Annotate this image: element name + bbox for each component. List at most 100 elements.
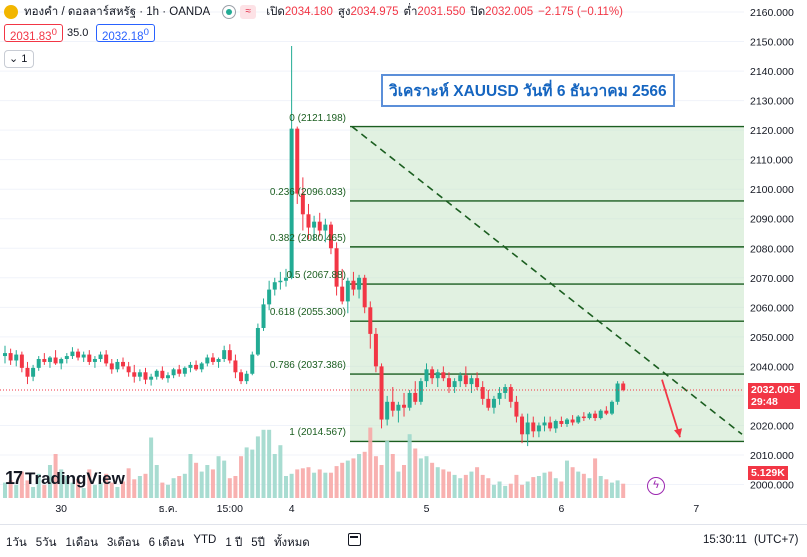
candle-body — [36, 358, 41, 368]
candle-body — [559, 421, 564, 424]
y-tick-label: 2140.000 — [750, 66, 794, 78]
candle — [182, 366, 187, 377]
lightning-icon[interactable]: ϟ — [647, 477, 665, 495]
volume-bar — [126, 468, 131, 498]
volume-bar — [396, 471, 401, 498]
candle — [222, 345, 227, 362]
candle — [64, 353, 69, 364]
clock[interactable]: 15:30:11 — [703, 534, 747, 546]
volume-bar — [160, 482, 165, 498]
candle-body — [300, 193, 305, 215]
timeframe-button[interactable]: 5ปี — [251, 537, 265, 549]
time-axis[interactable]: 30 ธ.ค. 15:00 4 5 6 7 — [55, 503, 699, 515]
candle-body — [227, 350, 232, 361]
candle — [621, 381, 626, 392]
buy-price-button[interactable]: 2032.180 — [96, 24, 155, 43]
price-chart[interactable]: 2000.0002010.0002020.0002030.0002040.000… — [0, 0, 807, 524]
timeframe-button[interactable]: 1เดือน — [65, 537, 99, 549]
volume-bar — [278, 445, 283, 498]
calendar-icon[interactable] — [348, 533, 361, 546]
volume-bar — [553, 478, 558, 498]
candle-body — [278, 280, 283, 283]
volume-bar — [548, 471, 553, 498]
timeframe-button[interactable]: 3เดือน — [107, 537, 140, 549]
timeframe-button[interactable]: 1 ปี — [225, 537, 243, 549]
candle — [255, 323, 260, 357]
timeframe-button[interactable]: YTD — [193, 534, 217, 546]
candle-body — [81, 354, 86, 358]
candle — [576, 415, 581, 424]
candle-body — [503, 387, 508, 393]
candle-body — [351, 280, 356, 290]
candle — [59, 357, 64, 370]
volume-bar — [8, 480, 13, 498]
candle — [407, 390, 412, 411]
timeframe-button[interactable]: ทั้งหมด — [273, 537, 310, 549]
candle-body — [210, 357, 215, 362]
candle — [587, 412, 592, 420]
volume-bar — [587, 478, 592, 498]
last-price-tag: 2032.005 29:48 — [748, 383, 800, 409]
timeframe-button[interactable]: 1วัน — [6, 537, 27, 549]
trendline-dashed — [351, 125, 743, 435]
volume-bar — [312, 472, 317, 498]
candle — [70, 347, 75, 359]
candle — [317, 212, 322, 237]
volume-bar — [19, 471, 24, 498]
candle — [160, 366, 165, 380]
y-tick-label: 2110.000 — [750, 155, 793, 167]
volume-bar — [621, 483, 626, 498]
timezone-selector[interactable]: (UTC+7) — [754, 534, 799, 546]
volume-bar — [413, 448, 418, 498]
volume-bar — [565, 460, 569, 498]
candle-body — [14, 354, 19, 361]
candle-body — [87, 354, 92, 362]
analysis-title-box[interactable]: วิเคราะห์ XAUUSD วันที่ 6 ธันวาคม 2566 — [381, 74, 675, 107]
candle — [373, 327, 378, 373]
low-value: 2031.550 — [417, 6, 466, 18]
candle — [92, 356, 97, 368]
candle-body — [205, 357, 210, 364]
fib-level-label: 0.5 (2067.88) — [286, 270, 347, 282]
volume-bar — [452, 474, 457, 498]
volume-bar — [76, 479, 81, 498]
drawings[interactable] — [0, 125, 744, 438]
candle — [239, 369, 244, 385]
candle-body — [272, 282, 277, 290]
timeframe-button[interactable]: 5วัน — [35, 537, 57, 549]
candle — [351, 271, 356, 296]
timeframe-button[interactable]: 6 เดือน — [148, 537, 185, 549]
y-tick-label: 2050.000 — [750, 332, 794, 344]
tradingview-logo[interactable]: 17 TradingView — [5, 468, 125, 489]
candle-body — [182, 367, 187, 374]
bid-sup: 0 — [51, 27, 57, 38]
sell-price-button[interactable]: 2031.830 — [4, 24, 63, 43]
volume-bar — [306, 467, 311, 498]
volume-bar — [205, 465, 210, 498]
candlestick-series — [3, 45, 626, 447]
candle — [368, 301, 373, 349]
volume-bar — [295, 469, 300, 498]
candle-body — [216, 358, 221, 362]
candle — [581, 412, 586, 422]
symbol-title[interactable]: ทองคำ / ดอลลาร์สหรัฐ · 1h · OANDA — [24, 6, 211, 18]
candle-body — [109, 363, 114, 370]
market-status-icon[interactable] — [222, 5, 237, 19]
candle — [362, 274, 367, 314]
indicators-collapse-button[interactable]: ⌄ 1 — [4, 50, 34, 68]
candle-body — [581, 416, 586, 419]
y-tick-label: 2150.000 — [750, 37, 794, 49]
x-tick-label: 30 — [55, 503, 67, 515]
y-tick-label: 2020.000 — [750, 420, 794, 432]
volume-bar — [104, 473, 109, 498]
y-tick-label: 2130.000 — [750, 96, 794, 108]
candle — [458, 372, 463, 388]
wave-icon[interactable]: ≈ — [240, 5, 257, 19]
volume-bar — [508, 483, 513, 498]
candle — [497, 387, 502, 405]
candle-body — [441, 372, 446, 379]
candle — [328, 221, 333, 255]
price-axis[interactable]: 2000.0002010.0002020.0002030.0002040.000… — [744, 0, 807, 524]
volume-bar — [267, 429, 272, 498]
candle-body — [520, 416, 525, 435]
